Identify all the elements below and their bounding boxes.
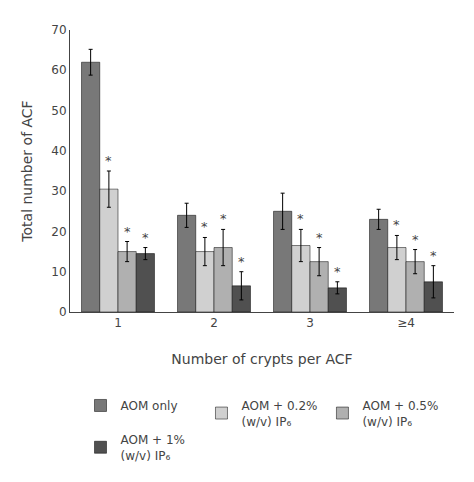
svg-text:AOM + 0.2%(w/v) IP₆: AOM + 0.2%(w/v) IP₆ [241, 399, 317, 429]
svg-text:*: * [220, 211, 227, 226]
svg-text:50: 50 [51, 104, 66, 118]
svg-text:≥4: ≥4 [397, 316, 415, 330]
svg-text:*: * [412, 232, 419, 247]
svg-text:70: 70 [51, 23, 66, 37]
svg-text:*: * [238, 254, 245, 269]
svg-text:0: 0 [59, 305, 67, 319]
svg-text:AOM only: AOM only [121, 399, 178, 413]
svg-text:Number of crypts per ACF: Number of crypts per ACF [171, 351, 352, 367]
svg-text:2: 2 [210, 316, 218, 330]
svg-text:AOM + 1%(w/v) IP₆: AOM + 1%(w/v) IP₆ [121, 433, 186, 463]
svg-text:10: 10 [51, 265, 66, 279]
svg-text:*: * [124, 224, 131, 239]
svg-text:60: 60 [51, 63, 66, 77]
svg-text:*: * [297, 211, 304, 226]
svg-text:30: 30 [51, 184, 66, 198]
svg-text:AOM + 0.5%(w/v) IP₆: AOM + 0.5%(w/v) IP₆ [362, 399, 438, 429]
svg-text:*: * [105, 153, 112, 168]
svg-text:*: * [201, 219, 208, 234]
svg-text:*: * [142, 230, 149, 245]
svg-text:*: * [316, 230, 323, 245]
svg-text:40: 40 [51, 144, 66, 158]
svg-text:*: * [334, 264, 341, 279]
svg-text:*: * [393, 217, 400, 232]
svg-text:3: 3 [306, 316, 314, 330]
svg-text:Total number of ACF: Total number of ACF [19, 100, 35, 242]
svg-text:1: 1 [114, 316, 122, 330]
svg-text:20: 20 [51, 225, 66, 239]
svg-text:*: * [430, 248, 437, 263]
